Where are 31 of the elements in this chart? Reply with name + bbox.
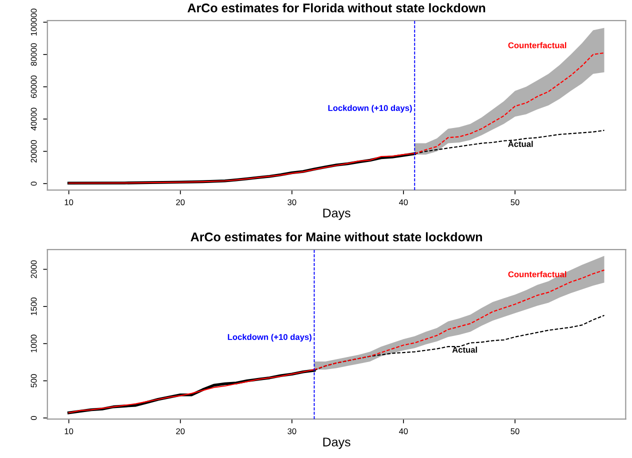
- y-tick-label: 2000: [30, 260, 37, 278]
- chart-title: ArCo estimates for Maine without state lockdown: [190, 232, 482, 242]
- y-tick-label: 0: [30, 182, 37, 186]
- x-tick-label: 50: [510, 428, 520, 434]
- y-tick-label: 0: [30, 416, 37, 420]
- x-axis-title: Days: [323, 438, 350, 449]
- ref-line-label: Lockdown (+10 days): [228, 334, 312, 342]
- text: Counterfactual: [508, 42, 566, 48]
- x-tick-label: 40: [399, 428, 408, 434]
- y-tick-label: 40000: [30, 108, 37, 130]
- y-tick-label: 80000: [30, 43, 37, 66]
- x-tick-label: 50: [510, 199, 520, 206]
- y-tick-label: 1500: [30, 298, 37, 316]
- x-tick-label: 10: [64, 199, 74, 206]
- x-axis-title: Days: [323, 208, 350, 220]
- y-tick-label: 20000: [30, 140, 37, 162]
- chart-title: ArCo estimates for Florida without state lockdown: [188, 3, 486, 12]
- y-tick-label: 60000: [30, 76, 37, 98]
- y-tick-label: 100000: [30, 8, 37, 36]
- series-label: Counterfactual: [508, 271, 566, 278]
- x-tick-label: 30: [288, 199, 296, 206]
- ref-line-label: Lockdown (+10 days): [328, 104, 412, 113]
- x-tick-label: 20: [176, 199, 185, 206]
- x-tick-label: 20: [176, 428, 185, 434]
- series-label: Actual: [508, 140, 533, 147]
- y-tick-label: 1000: [30, 334, 37, 352]
- x-tick-label: 10: [64, 428, 74, 434]
- x-tick-label: 40: [399, 199, 408, 206]
- x-tick-label: 30: [288, 428, 296, 434]
- y-tick-label: 500: [30, 374, 37, 388]
- series-label: Actual: [452, 346, 477, 353]
